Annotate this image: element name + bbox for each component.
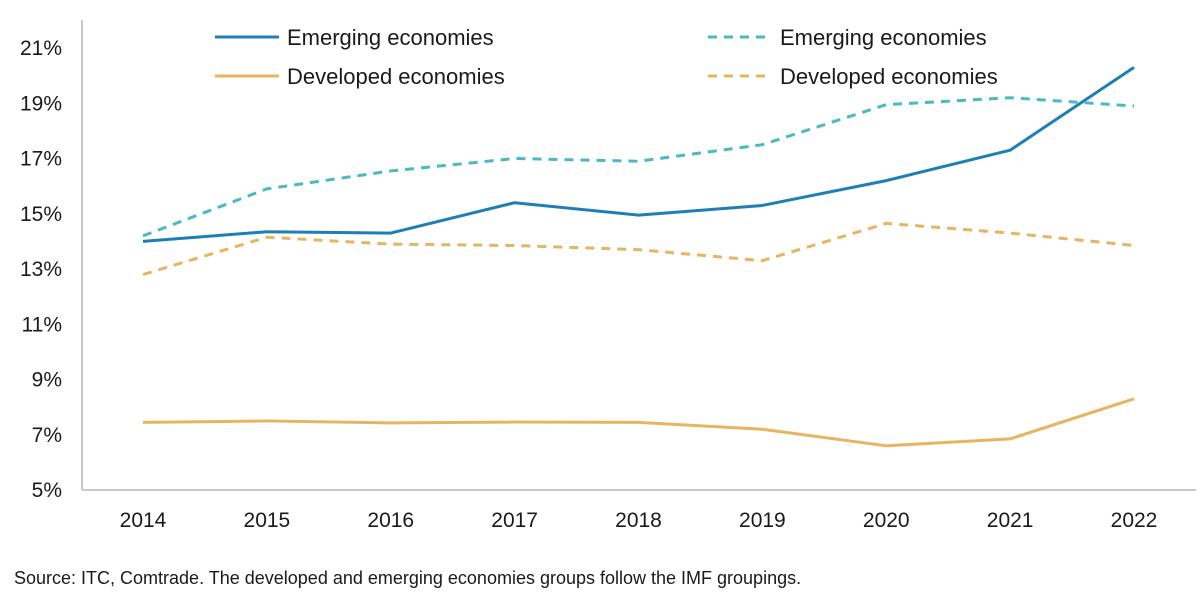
source-note: Source: ITC, Comtrade. The developed and…	[14, 568, 802, 588]
legend-label-3: Developed economies	[780, 64, 998, 89]
legend-label-1: Emerging economies	[780, 25, 987, 50]
y-tick-label: 5%	[32, 479, 62, 502]
x-tick-label: 2018	[615, 509, 662, 532]
x-tick-label: 2022	[1111, 509, 1158, 532]
y-tick-label: 7%	[32, 424, 62, 447]
y-tick-label: 21%	[20, 37, 62, 60]
x-tick-label: 2020	[863, 509, 910, 532]
x-tick-label: 2021	[987, 509, 1034, 532]
y-tick-label: 19%	[20, 92, 62, 115]
y-tick-label: 9%	[32, 369, 62, 392]
x-tick-label: 2016	[367, 509, 414, 532]
legend-label-2: Developed economies	[287, 64, 505, 89]
series-line-3	[142, 221, 1135, 276]
x-tick-label: 2015	[244, 509, 291, 532]
series-line-2	[142, 397, 1135, 448]
legend-label-0: Emerging economies	[287, 25, 494, 50]
y-tick-label: 15%	[20, 203, 62, 226]
series-line-0	[142, 66, 1135, 243]
y-tick-label: 17%	[20, 148, 62, 171]
x-tick-label: 2014	[120, 509, 167, 532]
y-tick-label: 13%	[20, 258, 62, 281]
y-tick-label: 11%	[22, 313, 62, 336]
x-tick-label: 2017	[491, 509, 538, 532]
x-tick-label: 2019	[739, 509, 786, 532]
